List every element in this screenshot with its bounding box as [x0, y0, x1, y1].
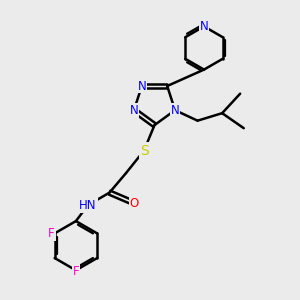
Text: F: F: [48, 227, 55, 240]
Text: F: F: [73, 265, 79, 278]
Text: O: O: [130, 196, 139, 210]
Text: HN: HN: [79, 199, 97, 212]
Text: N: N: [171, 104, 179, 117]
Text: N: N: [200, 20, 208, 33]
Text: S: S: [140, 144, 148, 158]
Text: N: N: [130, 104, 138, 117]
Text: N: N: [137, 80, 146, 92]
